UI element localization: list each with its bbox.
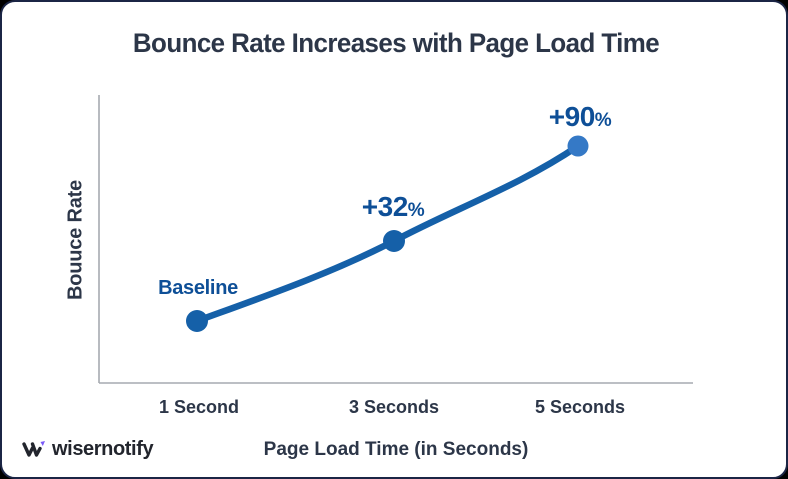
y-axis-title: Bouuce Rate [64,179,87,301]
wisernotify-w-icon [22,441,45,457]
data-point-1-second [186,310,208,332]
data-label-baseline: Baseline [158,277,238,299]
x-tick-3-seconds: 3 Seconds [348,397,440,417]
x-axis-title: Page Load Time (in Seconds) [263,439,529,460]
data-label-90pct-suffix: % [594,110,612,131]
x-tick-1-second: 1 Second [158,397,240,417]
data-point-3-seconds [383,230,405,252]
x-tick-5-seconds: 5 Seconds [534,397,626,417]
data-label-90pct-value: +90 [548,101,596,132]
logo-accent-triangle [40,441,45,446]
wisernotify-logo-text: wisernotify [52,438,154,460]
data-label-90pct: +90% [548,101,612,133]
chart-title: Bounce Rate Increases with Page Load Tim… [132,28,660,58]
data-label-32pct-value: +32 [361,191,409,222]
data-label-32pct-suffix: % [407,200,425,221]
wisernotify-logo: wisernotify [22,438,154,461]
data-label-32pct: +32% [361,191,425,223]
data-point-5-seconds [567,135,589,157]
